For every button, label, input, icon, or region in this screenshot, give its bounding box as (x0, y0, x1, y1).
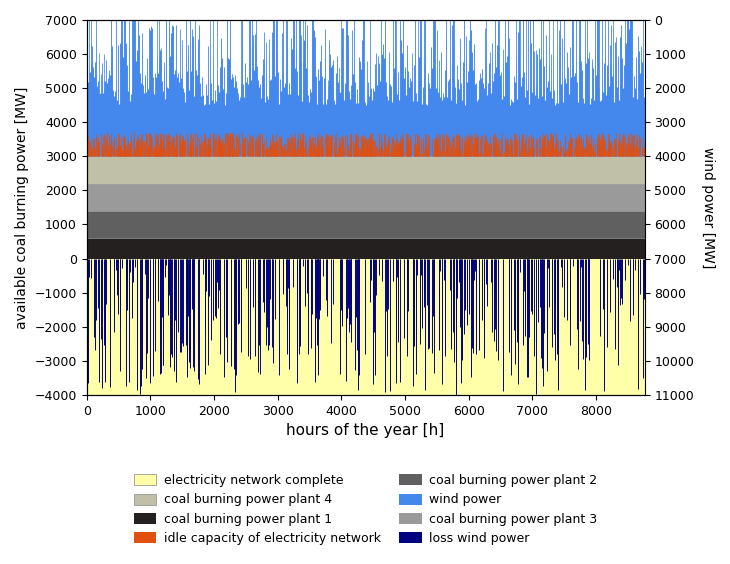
X-axis label: hours of the year [h]: hours of the year [h] (286, 423, 445, 438)
Y-axis label: wind power [MW]: wind power [MW] (701, 147, 715, 268)
Legend: electricity network complete, coal burning power plant 4, coal burning power pla: electricity network complete, coal burni… (130, 470, 602, 549)
Y-axis label: available coal burning power [MW]: available coal burning power [MW] (15, 86, 29, 329)
